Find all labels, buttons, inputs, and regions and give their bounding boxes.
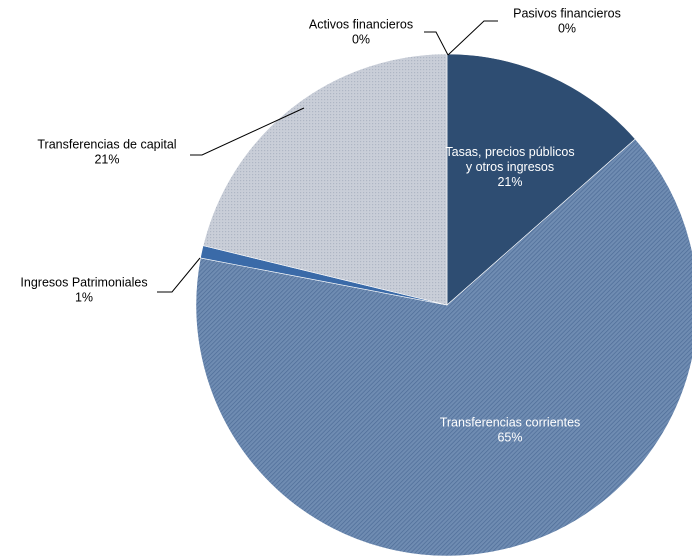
leader-line-activos-financieros: [424, 31, 449, 56]
slice-label-ingresos-patrimoniales: Ingresos Patrimoniales 1%: [20, 276, 147, 305]
slice-name-transferencias-corrientes: Transferencias corrientes: [440, 416, 581, 430]
slice-name-tasas-precios-publicos-y-otros-ingresos: y otros ingresos: [466, 160, 554, 174]
slice-transferencias-de-capital: [202, 53, 448, 306]
slice-name-ingresos-patrimoniales: Ingresos Patrimoniales: [20, 276, 147, 290]
slice-transferencias-corrientes: [195, 138, 692, 557]
slice-name-activos-financieros: Activos financieros: [309, 18, 413, 32]
slice-name-tasas-precios-publicos-y-otros-ingresos: Tasas, precios públicos: [445, 145, 574, 159]
slice-label-activos-financieros: Activos financieros 0%: [309, 18, 413, 47]
pie-slices: [195, 53, 692, 557]
leader-line-pasivos-financieros: [447, 20, 498, 56]
leader-line-ingresos-patrimoniales: [157, 257, 201, 293]
slice-percent-transferencias-de-capital: 21%: [94, 153, 119, 167]
slice-label-transferencias-corrientes: Transferencias corrientes 65%: [440, 416, 581, 445]
slice-name-transferencias-de-capital: Transferencias de capital: [37, 138, 176, 152]
slice-percent-transferencias-corrientes: 65%: [497, 431, 522, 445]
slice-percent-pasivos-financieros: 0%: [558, 22, 576, 36]
slice-percent-ingresos-patrimoniales: 1%: [75, 291, 93, 305]
leader-line-transferencias-de-capital: [190, 107, 305, 156]
leader-lines: [157, 20, 498, 293]
slice-labels: Tasas, precios públicos y otros ingresos 2…: [20, 7, 620, 445]
slice-label-pasivos-financieros: Pasivos financieros 0%: [513, 7, 621, 36]
slice-name-pasivos-financieros: Pasivos financieros: [513, 7, 621, 21]
slice-percent-tasas-precios-publicos-y-otros-ingresos: 21%: [497, 175, 522, 189]
slice-tasas-precios-publicos-y-otros-ingresos: [446, 53, 636, 306]
slice-percent-activos-financieros: 0%: [352, 33, 370, 47]
slice-label-transferencias-de-capital: Transferencias de capital 21%: [37, 138, 176, 167]
slice-label-tasas-precios-publicos-y-otros-ingresos: Tasas, precios públicos y otros ingresos 2…: [445, 145, 574, 189]
